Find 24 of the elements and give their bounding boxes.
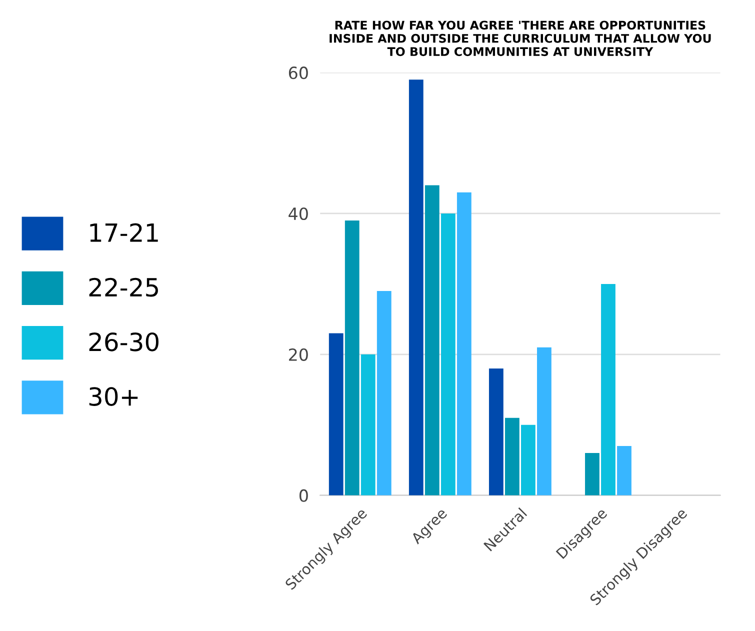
bar <box>617 446 632 496</box>
bar <box>360 354 376 496</box>
y-tick-label: 20 <box>289 348 308 361</box>
y-tick-label: 60 <box>288 66 308 80</box>
y-tick-label: 0 <box>300 489 308 502</box>
legend-label: 22-25 <box>89 278 158 297</box>
bar <box>440 213 456 496</box>
bar <box>520 424 536 496</box>
bar <box>585 453 600 496</box>
bar <box>328 333 344 496</box>
legend-label: 26-30 <box>89 332 158 352</box>
bar <box>408 80 424 496</box>
bar <box>488 368 504 496</box>
bar <box>537 347 552 496</box>
legend-label: 30+ <box>89 387 138 406</box>
bar <box>424 185 440 496</box>
bar <box>601 284 616 496</box>
legend-label: 17-21 <box>90 223 158 242</box>
y-tick-label: 40 <box>288 207 308 220</box>
bar <box>456 192 472 496</box>
bar <box>376 290 392 496</box>
chart-title: RATE HOW FAR YOU AGREE 'THERE ARE OPPORTUNITIES INSIDE AND OUTSIDE THE CURRICULUM THAT ALLOW YOU TO BUILD COMMUNITIES AT UNIVERSITY <box>330 20 711 56</box>
bar <box>344 220 360 496</box>
bar <box>504 418 520 496</box>
